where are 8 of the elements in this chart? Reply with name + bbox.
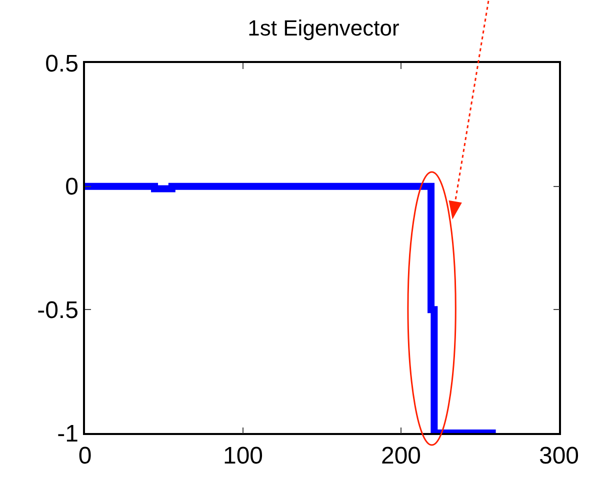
chart-title: 1st Eigenvector [248,15,400,40]
y-tick-label: 0 [65,174,78,201]
x-tick-label: 100 [222,442,264,470]
y-tick-label: -1 [57,420,78,448]
y-tick-label: 0.5 [45,50,78,78]
x-tick-label: 200 [380,442,422,470]
y-tick-label: -0.5 [37,297,78,324]
x-tick-label: 300 [538,442,580,470]
